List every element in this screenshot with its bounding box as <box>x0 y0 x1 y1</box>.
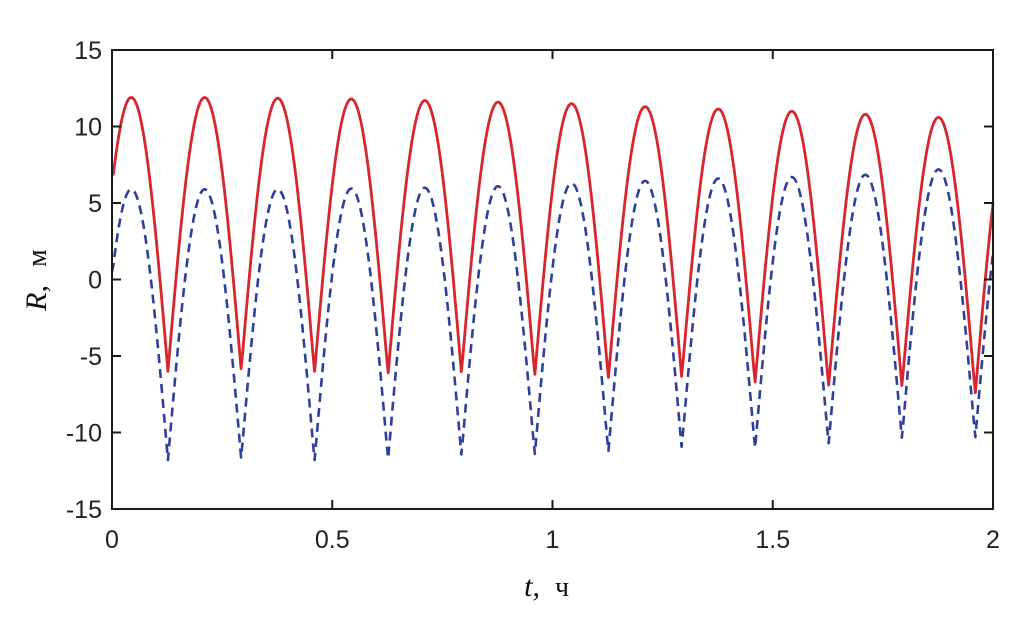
y-tick-label-0: -15 <box>66 496 102 524</box>
y-tick-label-1: -10 <box>66 420 102 448</box>
series-line-2-dashed <box>110 168 995 462</box>
x-tick-label-4: 2 <box>986 526 1000 554</box>
y-tick-label-5: 10 <box>74 114 102 142</box>
x-tick-label-3: 1.5 <box>755 526 790 554</box>
y-axis-label-unit: м <box>22 249 53 267</box>
x-tick-label-2: 1 <box>546 526 560 554</box>
series-line-1-solid <box>110 96 995 395</box>
x-tick-label-0: 0 <box>105 526 119 554</box>
x-axis-label-variable: t, <box>524 570 540 603</box>
x-axis-label: t, ч <box>524 570 569 603</box>
series-layer <box>110 96 995 462</box>
y-axis-label-variable: R, <box>20 285 53 312</box>
x-tick-label-1: 0.5 <box>315 526 350 554</box>
y-tick-label-4: 5 <box>88 190 102 218</box>
y-tick-label-3: 0 <box>88 267 102 295</box>
y-axis-label: R, м <box>20 249 53 312</box>
x-axis-label-unit: ч <box>555 572 569 603</box>
tick-layer: 0 0.5 1 1.5 2 -15 -10 -5 0 5 10 15 <box>66 37 1000 554</box>
y-tick-label-2: -5 <box>80 343 102 371</box>
y-tick-label-6: 15 <box>74 37 102 65</box>
